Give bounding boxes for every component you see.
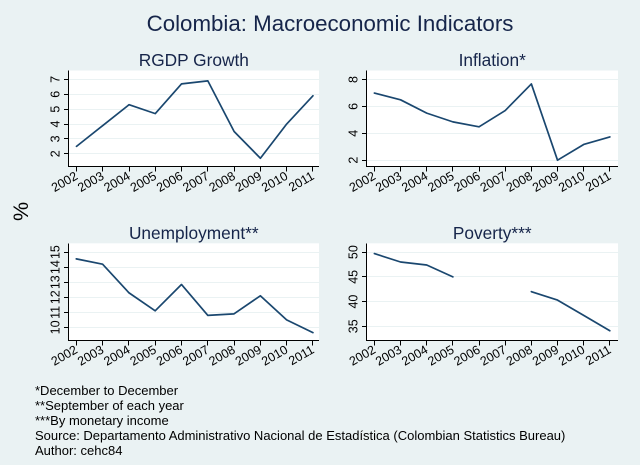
svg-text:Unemployment**: Unemployment**: [129, 223, 259, 243]
svg-text:Poverty***: Poverty***: [453, 223, 532, 243]
svg-text:35: 35: [347, 319, 361, 333]
svg-text:45: 45: [347, 270, 361, 284]
svg-text:40: 40: [347, 295, 361, 309]
svg-text:15: 15: [49, 245, 63, 259]
svg-text:13: 13: [49, 275, 63, 289]
svg-text:5: 5: [49, 106, 63, 113]
svg-text:Author: cehc84: Author: cehc84: [35, 443, 122, 458]
svg-text:8: 8: [347, 76, 361, 83]
svg-text:*December to December: *December to December: [35, 383, 179, 398]
svg-text:50: 50: [347, 245, 361, 259]
svg-text:%: %: [9, 202, 33, 221]
svg-text:3: 3: [49, 135, 63, 142]
svg-text:***By monetary income: ***By monetary income: [35, 413, 169, 428]
svg-text:4: 4: [49, 121, 63, 128]
svg-text:10: 10: [49, 320, 63, 334]
svg-text:14: 14: [49, 260, 63, 274]
svg-text:2: 2: [347, 157, 361, 164]
svg-text:7: 7: [49, 76, 63, 83]
svg-text:Colombia: Macroeconomic Indica: Colombia: Macroeconomic Indicators: [147, 11, 514, 36]
svg-text:6: 6: [347, 103, 361, 110]
svg-text:6: 6: [49, 91, 63, 98]
svg-text:Source: Departamento Administr: Source: Departamento Administrativo Naci…: [35, 428, 565, 443]
svg-text:11: 11: [49, 306, 63, 319]
svg-text:Inflation*: Inflation*: [459, 50, 527, 70]
svg-text:RGDP Growth: RGDP Growth: [139, 50, 249, 70]
svg-text:4: 4: [347, 130, 361, 137]
svg-text:2: 2: [49, 150, 63, 157]
svg-text:12: 12: [49, 290, 63, 304]
svg-text:**September of each year: **September of each year: [35, 398, 185, 413]
